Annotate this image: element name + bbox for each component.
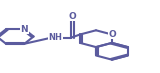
Text: O: O: [108, 30, 116, 39]
Text: NH: NH: [48, 33, 62, 42]
Text: O: O: [69, 12, 76, 21]
Text: N: N: [21, 25, 28, 34]
